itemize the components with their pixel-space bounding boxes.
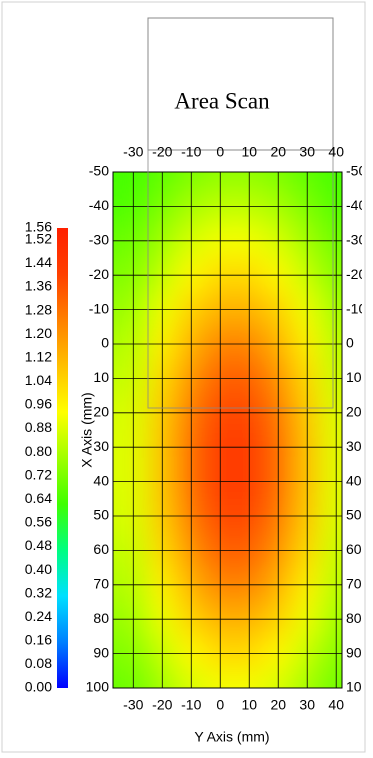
y-tick-label: -50 (89, 163, 109, 179)
colorbar-tick-label: 0.32 (25, 584, 52, 600)
y-tick-label: -40 (89, 197, 109, 213)
heatmap (118, 172, 342, 688)
colorbar-tick-label: 1.12 (25, 348, 52, 364)
y-tick-label-right: 10 (346, 369, 362, 385)
colorbar-tick-label: 1.36 (25, 278, 52, 294)
y-tick-label-right: -20 (346, 266, 366, 282)
colorbar-labels: 0.00 0.08 0.16 0.24 0.32 0.40 0.48 0.56 0.64 0.72… (25, 219, 52, 695)
y-tick-label: 90 (93, 644, 109, 660)
grid (113, 171, 342, 689)
colorbar-tick-label: 0.00 (25, 679, 52, 695)
colorbar-tick-label: 0.64 (25, 490, 52, 506)
heat-cell (321, 670, 342, 688)
colorbar-tick-label: 1.20 (25, 325, 52, 341)
y-tick-label: 30 (93, 438, 109, 454)
y-tick-label: 20 (93, 404, 109, 420)
y-tick-label-right: 30 (346, 438, 362, 454)
y-tick-label: -30 (89, 232, 109, 248)
colorbar (57, 228, 68, 688)
y-tick-label-right: 60 (346, 541, 362, 557)
y-tick-label-right: 90 (346, 644, 362, 660)
y-tick-label: 60 (93, 541, 109, 557)
x-tick-label-bottom: 20 (270, 697, 286, 713)
y-tick-label: -10 (89, 300, 109, 316)
panel-border (1, 1, 366, 753)
x-tick-label-top: 10 (241, 144, 257, 160)
colorbar-tick-label: 1.52 (25, 230, 52, 246)
x-tick-label-bottom: -10 (181, 697, 201, 713)
colorbar-tick-label: 1.56 (25, 219, 52, 235)
colorbar-tick-label: 0.72 (25, 466, 52, 482)
y-tick-label-right: 0 (346, 335, 354, 351)
y-axis-label: X Axis (mm) (79, 392, 95, 467)
colorbar-tick-label: 1.28 (25, 301, 52, 317)
x-tick-label-bottom: -30 (123, 697, 143, 713)
y-tick-label: -20 (89, 266, 109, 282)
x-tick-label-bottom: 10 (241, 697, 257, 713)
colorbar-tick-label: 1.44 (25, 254, 52, 270)
colorbar-tick-label: 0.24 (25, 608, 52, 624)
x-tick-label-top: -10 (181, 144, 201, 160)
x-tick-label-top: -20 (152, 144, 172, 160)
y-tick-label-right: 70 (346, 576, 362, 592)
colorbar-tick-label: 0.16 (25, 632, 52, 648)
colorbar-tick-label: 0.96 (25, 396, 52, 412)
colorbar-tick-label: 0.80 (25, 443, 52, 459)
x-tick-label-top: 30 (299, 144, 315, 160)
y-tick-label-right: 100 (346, 679, 370, 695)
colorbar-tick-label: 1.04 (25, 372, 52, 388)
y-tick-label: 10 (93, 369, 109, 385)
y-tick-label: 80 (93, 610, 109, 626)
x-tick-label-top: 20 (270, 144, 286, 160)
y-tick-label-right: 50 (346, 507, 362, 523)
colorbar-tick-label: 0.40 (25, 561, 52, 577)
y-tick-label-right: -50 (346, 163, 366, 179)
chart-title: Area Scan (174, 88, 270, 113)
heat-cell (321, 172, 342, 190)
y-tick-label-right: -10 (346, 300, 366, 316)
right-tick-labels: -50 -40 -30 -20 -10 0 10 20 30 40 50 60 70 80 90 100 (346, 163, 370, 695)
colorbar-tick-label: 0.08 (25, 655, 52, 671)
y-tick-label: 40 (93, 472, 109, 488)
y-tick-label: 0 (101, 335, 109, 351)
y-tick-label-right: 20 (346, 404, 362, 420)
y-tick-label: 100 (86, 679, 110, 695)
x-tick-label-top: -30 (123, 144, 143, 160)
heatmap-clip (118, 172, 342, 688)
x-tick-label-bottom: 0 (216, 697, 224, 713)
colorbar-tick-label: 0.88 (25, 419, 52, 435)
colorbar-tick-label: 0.56 (25, 514, 52, 530)
y-tick-label-right: 40 (346, 472, 362, 488)
x-tick-label-top: 0 (216, 144, 224, 160)
colorbar-tick-label: 0.48 (25, 537, 52, 553)
y-tick-label: 50 (93, 507, 109, 523)
y-tick-label-right: 80 (346, 610, 362, 626)
x-tick-label-bottom: 30 (299, 697, 315, 713)
y-tick-label: 70 (93, 576, 109, 592)
x-tick-label-bottom: 40 (328, 697, 344, 713)
y-tick-label-right: -30 (346, 232, 366, 248)
device-top (147, 17, 334, 151)
plot-frame (112, 171, 343, 689)
x-axis-label: Y Axis (mm) (194, 729, 269, 745)
y-tick-label-right: -40 (346, 197, 366, 213)
x-tick-label-bottom: -20 (152, 697, 172, 713)
x-tick-label-top: 40 (328, 144, 344, 160)
